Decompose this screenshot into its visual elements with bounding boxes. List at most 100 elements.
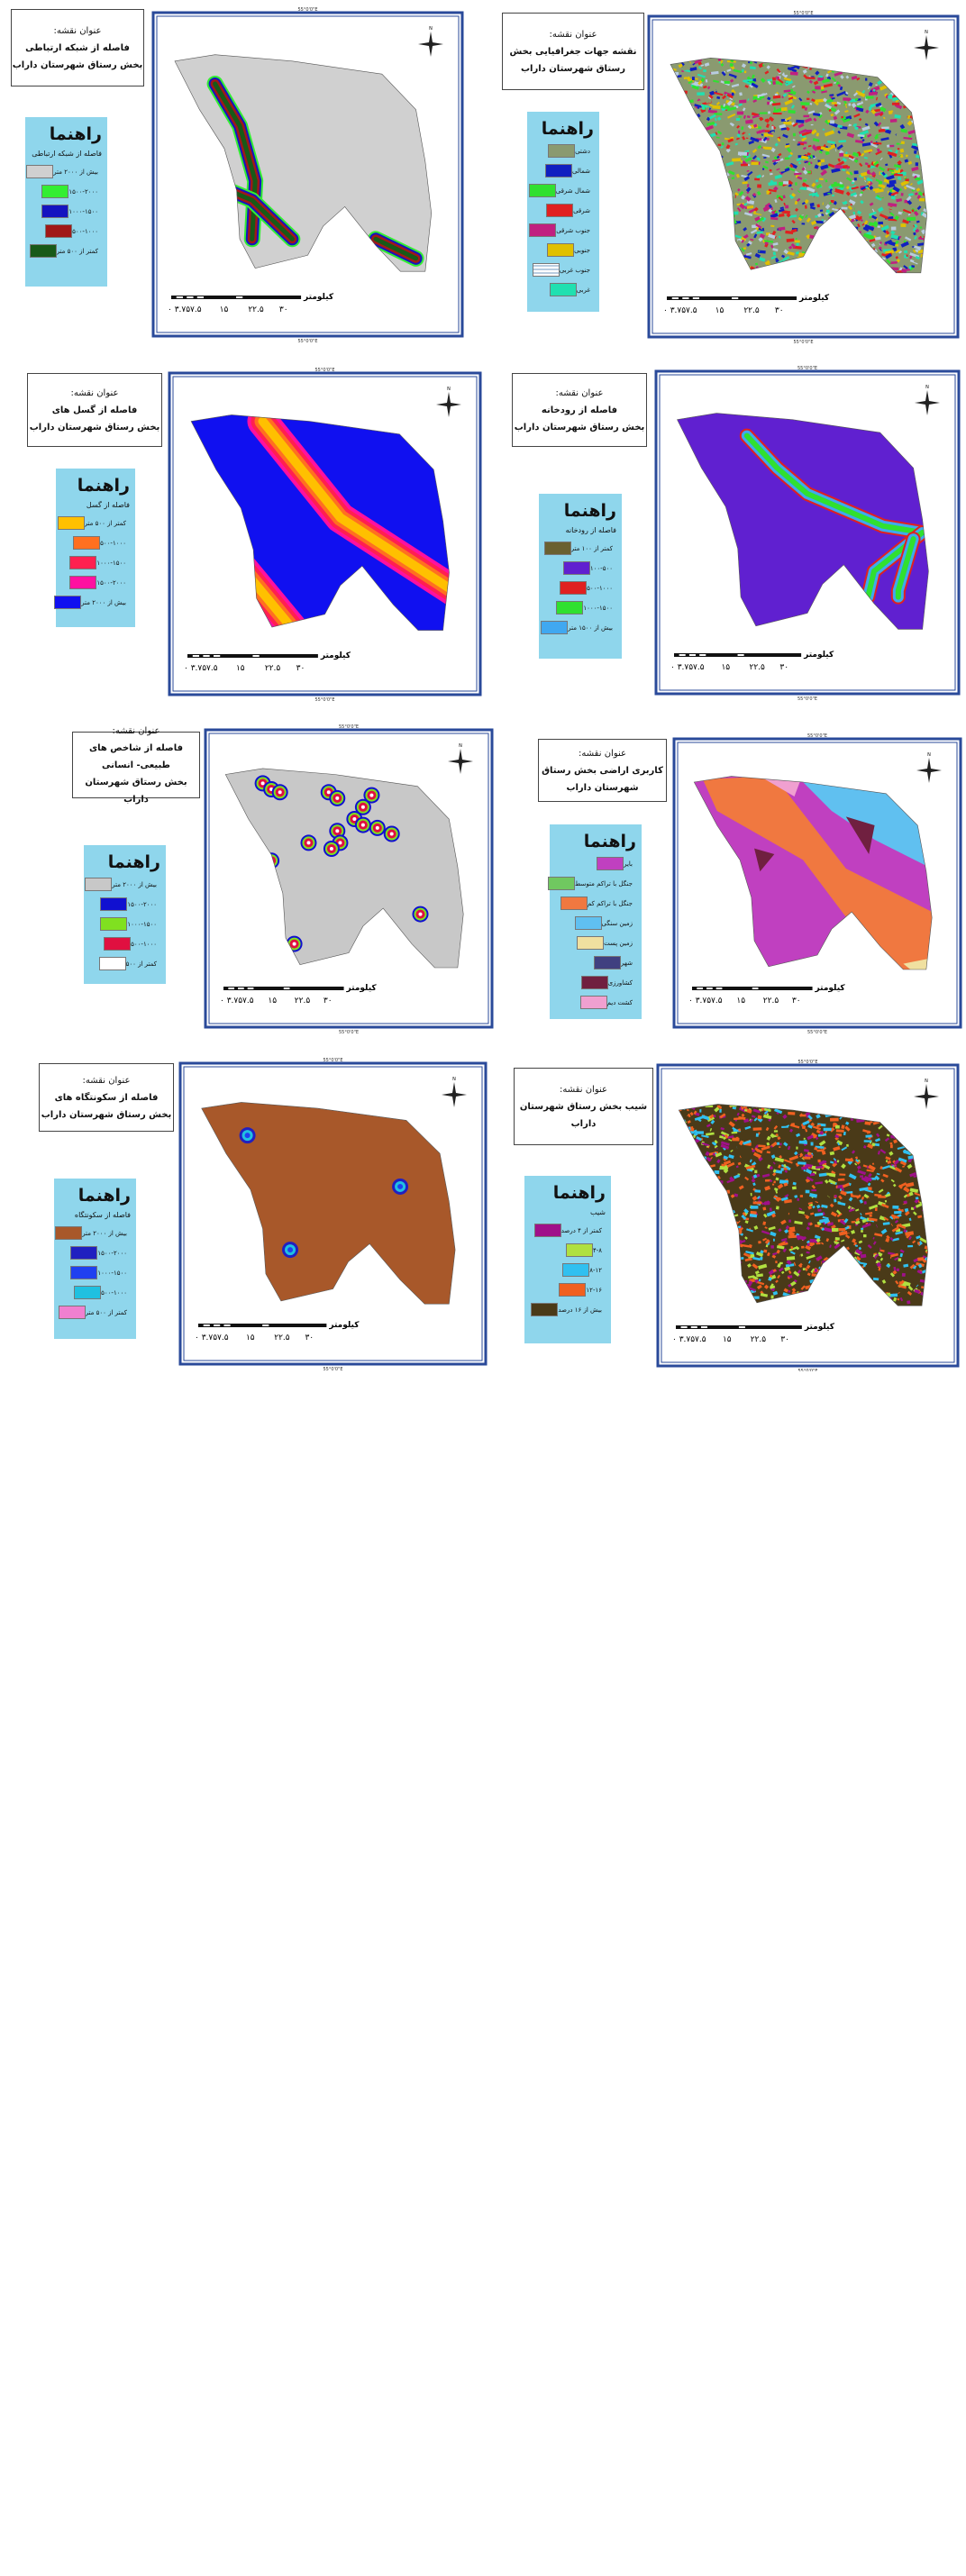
texture xyxy=(828,247,837,250)
texture xyxy=(852,1266,855,1269)
texture xyxy=(828,159,834,160)
texture xyxy=(714,260,719,262)
texture xyxy=(939,79,941,80)
texture xyxy=(805,1155,806,1156)
texture xyxy=(865,124,868,125)
texture xyxy=(814,82,817,84)
texture xyxy=(797,159,802,160)
buffer-ring xyxy=(390,833,394,836)
texture xyxy=(833,1309,841,1311)
texture xyxy=(916,1200,917,1203)
texture xyxy=(760,121,761,123)
texture xyxy=(941,1208,942,1209)
texture xyxy=(807,1170,812,1172)
texture xyxy=(876,1117,880,1120)
texture xyxy=(742,196,744,198)
texture xyxy=(715,179,716,183)
texture xyxy=(783,1243,788,1244)
texture xyxy=(895,1124,904,1127)
texture xyxy=(831,1205,833,1206)
texture xyxy=(749,1246,752,1247)
title-line: نقشه جهات جغرافیایی بخش xyxy=(509,43,636,60)
texture xyxy=(811,56,820,57)
texture xyxy=(834,246,843,247)
legend-swatch xyxy=(26,165,53,178)
texture xyxy=(815,1236,820,1238)
texture xyxy=(763,1251,767,1252)
texture xyxy=(829,230,833,232)
texture xyxy=(677,144,678,146)
texture xyxy=(675,265,679,266)
texture xyxy=(752,1179,754,1181)
texture xyxy=(900,79,901,80)
texture xyxy=(897,134,902,135)
texture xyxy=(746,197,750,200)
texture xyxy=(788,214,789,217)
texture xyxy=(810,1224,812,1225)
texture xyxy=(838,1252,845,1254)
texture xyxy=(871,172,874,175)
texture xyxy=(896,151,898,152)
texture xyxy=(825,260,826,262)
texture xyxy=(826,205,829,208)
texture xyxy=(779,215,784,216)
scale-tick: ۲۲.۵ xyxy=(749,663,765,672)
texture xyxy=(809,1195,816,1197)
texture xyxy=(707,123,715,124)
texture xyxy=(694,1241,696,1242)
texture xyxy=(707,1263,713,1265)
legend-subtitle: شیب xyxy=(530,1208,606,1216)
texture xyxy=(767,1127,768,1130)
texture xyxy=(925,58,930,60)
texture xyxy=(692,241,694,243)
texture xyxy=(905,1230,906,1233)
texture xyxy=(942,1244,944,1246)
texture xyxy=(688,1316,689,1317)
texture xyxy=(795,1152,797,1154)
texture xyxy=(925,276,934,278)
texture xyxy=(807,1316,809,1317)
texture xyxy=(696,181,697,182)
scale-unit: کیلومتر xyxy=(346,984,378,993)
texture xyxy=(861,268,862,269)
texture xyxy=(753,1176,756,1177)
texture xyxy=(746,105,754,106)
texture xyxy=(867,1279,868,1282)
texture xyxy=(756,1313,764,1315)
texture xyxy=(734,1305,736,1306)
legend-item: کمتر از ۵۰۰ متر xyxy=(31,244,102,258)
texture xyxy=(781,129,787,130)
texture xyxy=(708,111,717,112)
texture xyxy=(730,1213,733,1214)
texture xyxy=(927,1105,934,1106)
texture xyxy=(739,162,741,164)
texture xyxy=(708,231,711,233)
texture xyxy=(678,201,685,202)
texture xyxy=(756,1105,761,1107)
texture xyxy=(830,203,832,204)
texture xyxy=(758,193,761,194)
texture xyxy=(919,1264,921,1267)
texture xyxy=(889,272,897,275)
texture xyxy=(767,1143,770,1144)
texture xyxy=(680,1289,683,1291)
texture xyxy=(797,60,799,63)
texture xyxy=(734,1293,743,1294)
texture xyxy=(702,185,705,187)
texture xyxy=(933,1196,937,1197)
texture xyxy=(904,1265,908,1266)
texture xyxy=(823,129,824,130)
texture xyxy=(814,1312,816,1315)
texture xyxy=(691,230,697,232)
texture xyxy=(853,269,857,271)
texture xyxy=(942,1105,945,1106)
texture xyxy=(779,1156,781,1157)
texture xyxy=(697,107,699,108)
texture xyxy=(687,116,696,118)
north-label: N xyxy=(452,1077,456,1082)
texture xyxy=(729,1273,730,1276)
texture xyxy=(722,64,724,66)
texture xyxy=(691,1181,697,1185)
legend-swatch xyxy=(580,996,607,1009)
